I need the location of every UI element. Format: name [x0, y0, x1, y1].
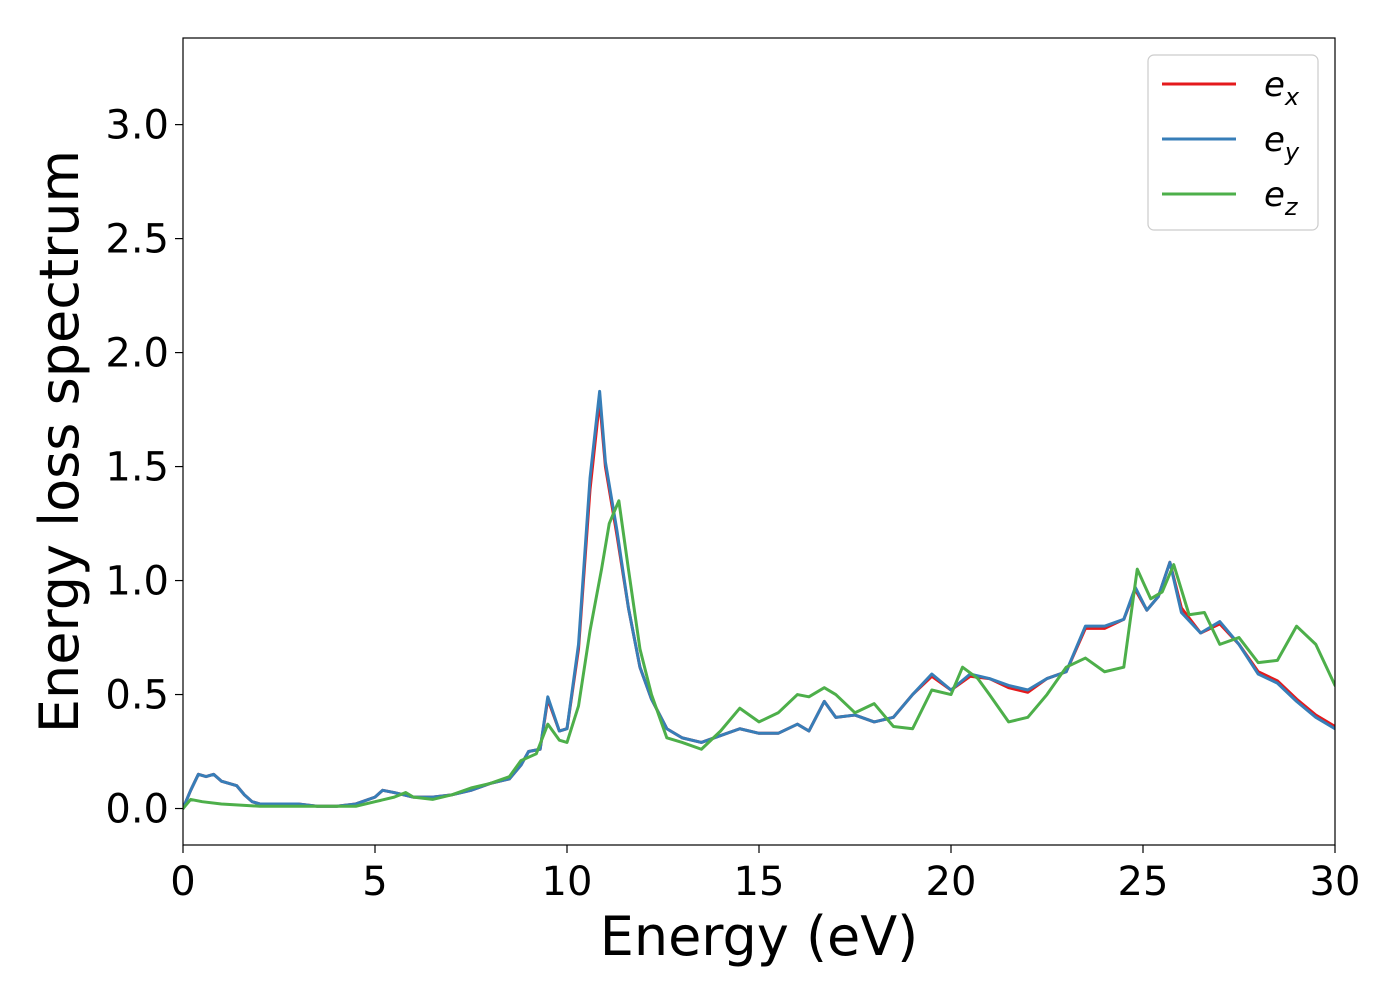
x-tick-label: 15	[734, 859, 785, 905]
y-tick-label: 0.0	[105, 787, 169, 833]
legend: ex ey ez	[1147, 54, 1319, 231]
y-tick-label: 2.0	[105, 331, 169, 377]
legend-box	[1147, 54, 1319, 231]
x-tick-label: 30	[1310, 859, 1361, 905]
x-tick-label: 0	[170, 859, 195, 905]
y-tick-label: 1.0	[105, 559, 169, 605]
legend-entry-y: ey	[1264, 120, 1300, 166]
legend-entry-x: ex	[1264, 65, 1300, 111]
y-tick-label: 2.5	[105, 217, 169, 263]
y-tick-label: 3.0	[105, 103, 169, 149]
y-axis: 0.0 0.5 1.0 1.5 2.0 2.5 3.0	[105, 103, 183, 833]
series-layer	[183, 389, 1335, 811]
y-tick-label: 1.5	[105, 445, 169, 491]
x-axis-label: Energy (eV)	[600, 905, 919, 968]
y-axis-label: Energy loss spectrum	[28, 150, 91, 733]
series-line-z	[183, 499, 1335, 811]
x-tick-label: 5	[362, 859, 387, 905]
x-tick-label: 10	[542, 859, 593, 905]
legend-entry-z: ez	[1264, 175, 1299, 221]
x-axis: 0 5 10 15 20 25 30	[170, 845, 1360, 905]
x-tick-label: 25	[1118, 859, 1169, 905]
y-tick-label: 0.5	[105, 673, 169, 719]
x-tick-label: 20	[926, 859, 977, 905]
